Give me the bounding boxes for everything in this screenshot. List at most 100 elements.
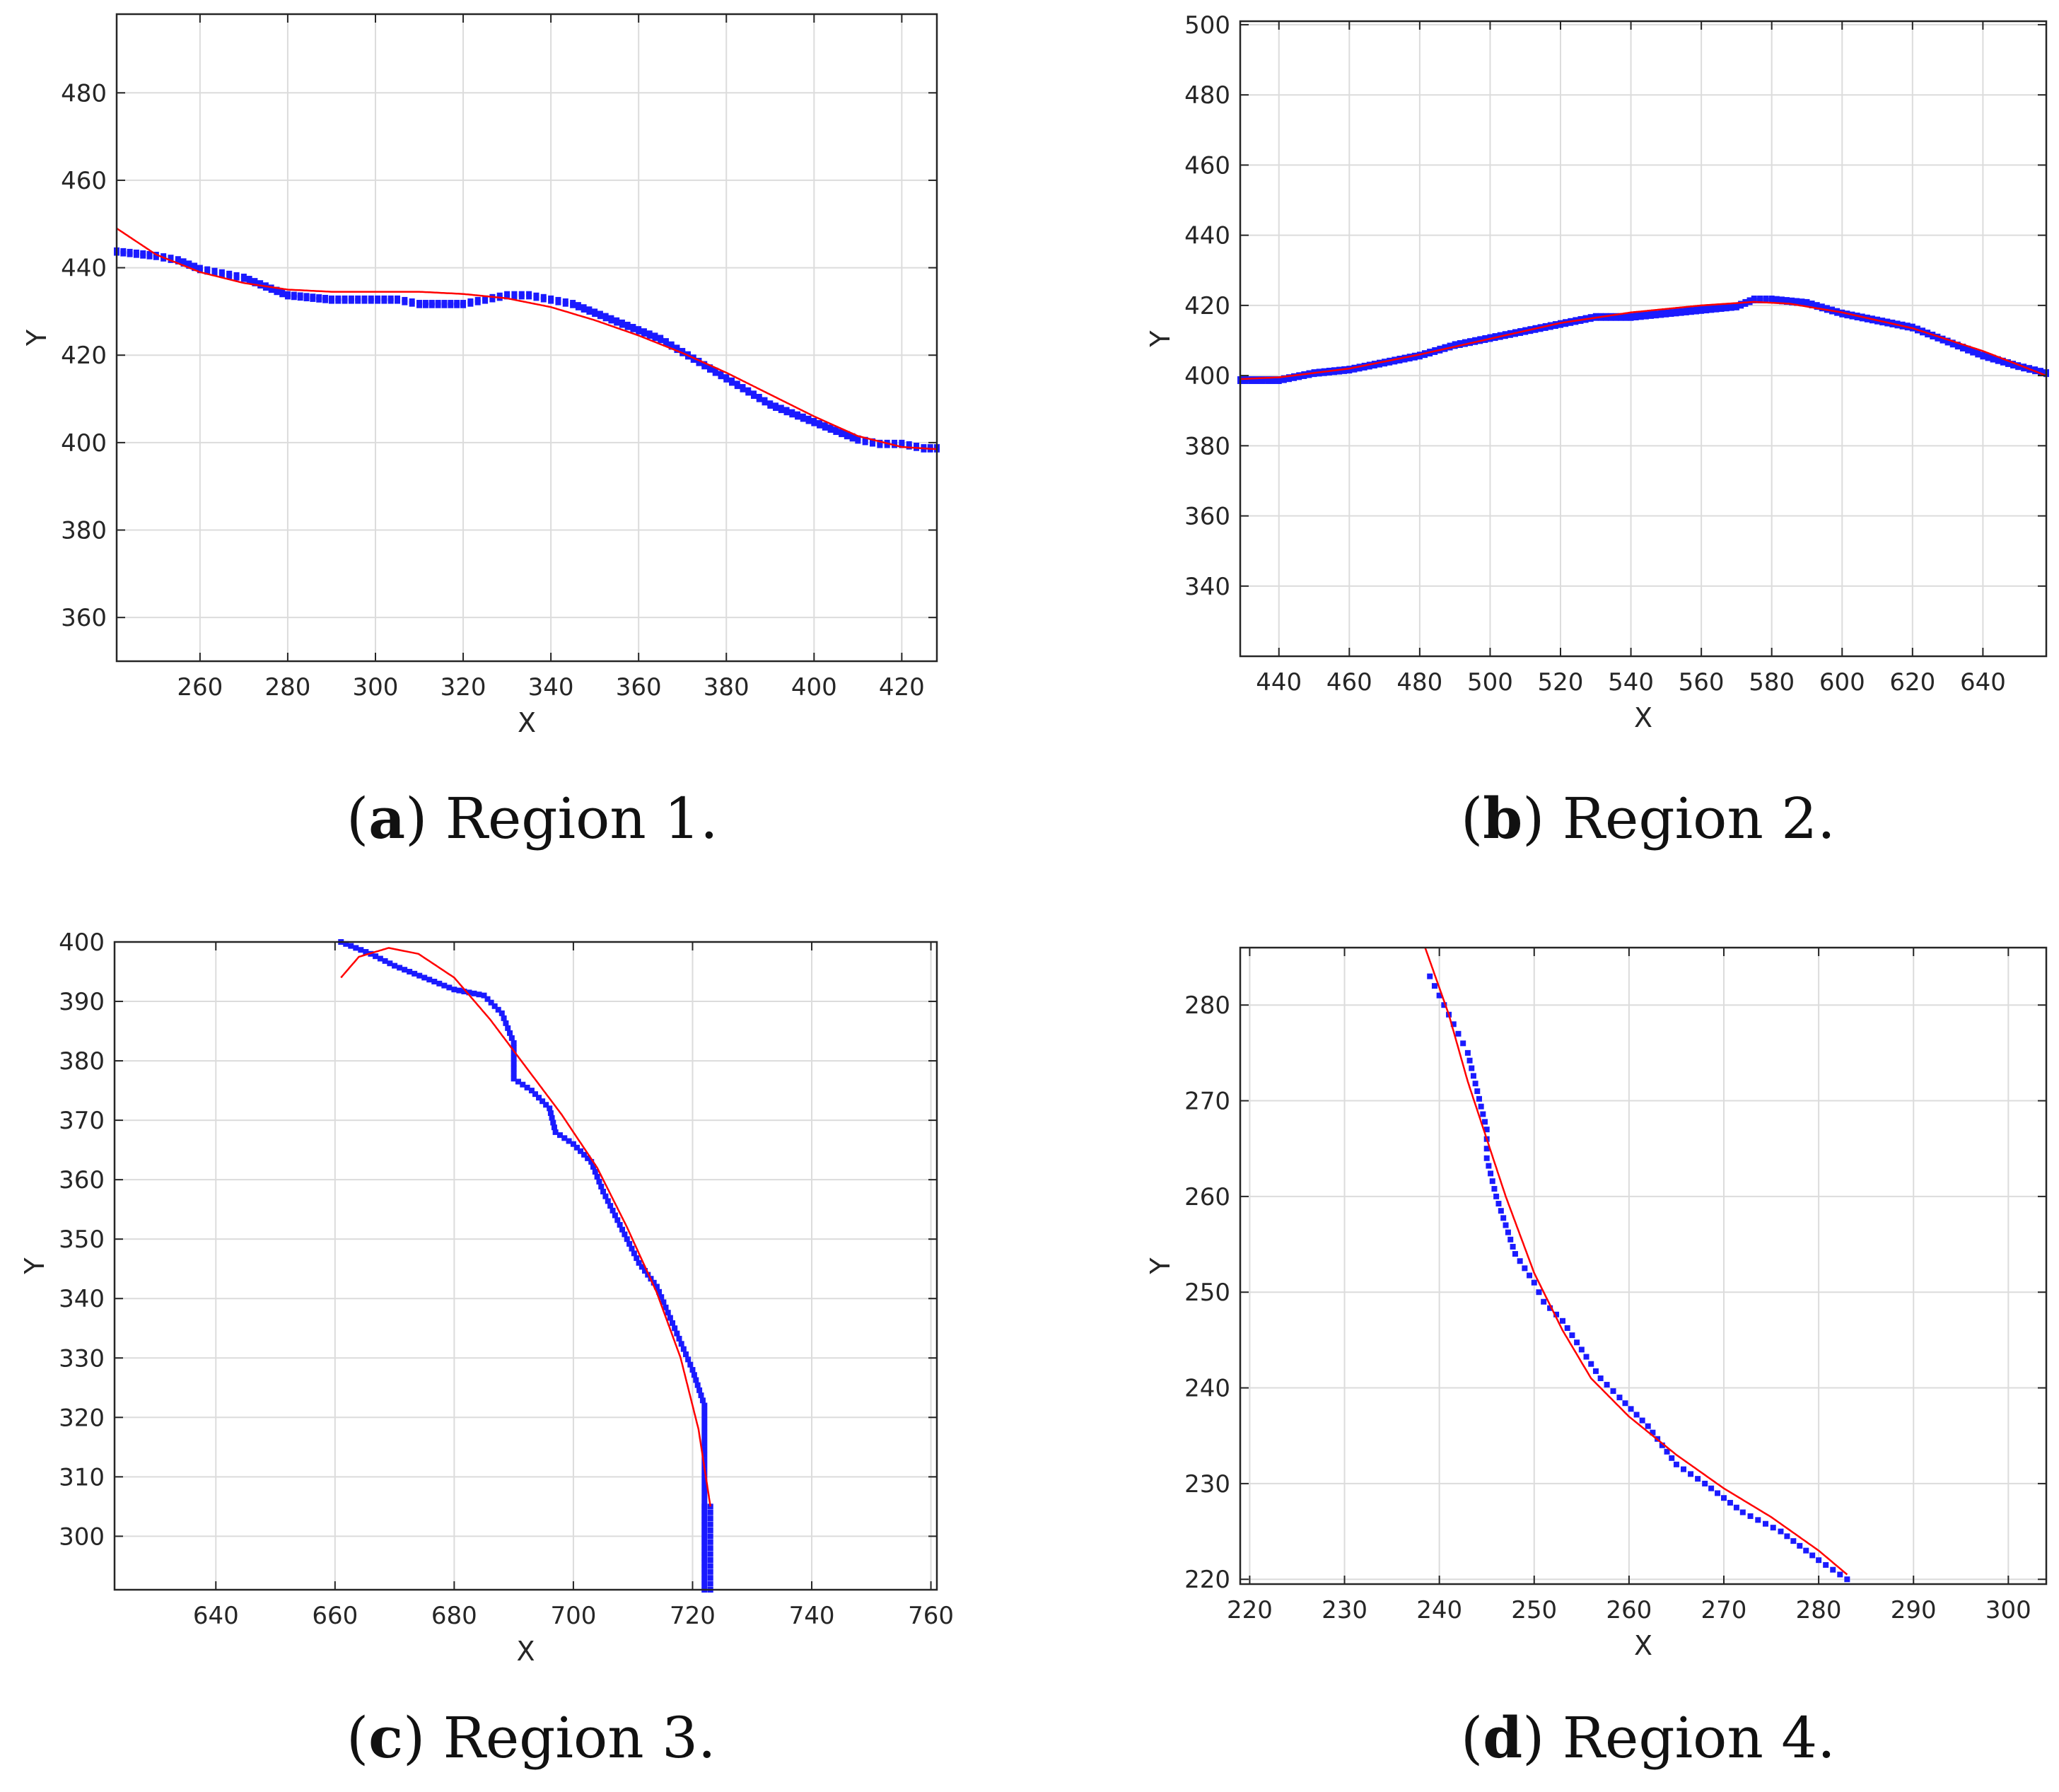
data-point [1879, 320, 1886, 326]
x-tick-label: 660 [312, 1602, 358, 1630]
data-point [1411, 354, 1418, 361]
data-point [665, 1310, 671, 1316]
data-point [701, 1458, 708, 1464]
data-point [1547, 324, 1553, 330]
data-point [1628, 1406, 1634, 1412]
data-point [590, 1163, 597, 1170]
data-point [1773, 298, 1780, 304]
data-point [653, 1284, 660, 1290]
data-point [416, 972, 423, 979]
y-tick-label: 460 [1184, 151, 1230, 180]
data-point [1578, 1346, 1585, 1353]
y-tick-label: 360 [1184, 503, 1230, 531]
data-point [1658, 312, 1664, 318]
x-axis-label-c: X [516, 1636, 535, 1667]
data-point [1673, 310, 1679, 317]
data-point [1648, 313, 1655, 319]
data-point [1718, 306, 1725, 312]
data-point [1755, 1517, 1761, 1523]
y-tick-label: 400 [59, 929, 105, 957]
data-point [1723, 306, 1730, 312]
data-point [658, 1294, 665, 1301]
data-point [1366, 363, 1372, 370]
data-point [548, 298, 554, 304]
data-point [1472, 1081, 1478, 1087]
data-point [566, 1138, 572, 1144]
x-tick-label: 320 [441, 673, 486, 702]
data-point [1695, 1476, 1701, 1482]
data-point [511, 1050, 517, 1057]
data-point [515, 1078, 521, 1085]
data-point [1633, 1412, 1640, 1418]
data-point [1436, 992, 1442, 999]
data-point [316, 296, 322, 303]
data-point [1592, 1368, 1599, 1374]
data-point [511, 1060, 517, 1066]
data-point [471, 990, 477, 996]
data-point [1491, 1186, 1498, 1192]
y-tick-label: 380 [1184, 432, 1230, 460]
data-point [1733, 1504, 1739, 1511]
data-point [698, 1392, 704, 1399]
data-point [663, 1304, 669, 1310]
data-point [1608, 315, 1614, 321]
data-point [1794, 300, 1800, 306]
data-point [734, 383, 740, 390]
data-point [358, 947, 364, 953]
data-point [395, 298, 401, 304]
data-point [855, 438, 861, 444]
data-point [689, 1367, 696, 1373]
data-point [827, 426, 834, 433]
y-tick-label: 380 [61, 517, 107, 545]
y-tick-label: 400 [61, 429, 107, 458]
x-tick-label: 300 [1985, 1596, 2031, 1624]
y-tick-label: 240 [1184, 1375, 1230, 1403]
data-point [1401, 356, 1408, 363]
data-point [1265, 378, 1271, 385]
x-tick-label: 540 [1608, 668, 1654, 697]
y-tick-label: 230 [1184, 1470, 1230, 1499]
data-point [614, 1217, 621, 1223]
data-point [1678, 310, 1684, 316]
data-point [1742, 301, 1749, 307]
data-point [756, 396, 762, 402]
data-point [550, 1119, 556, 1126]
data-point [701, 1484, 708, 1491]
data-point [597, 313, 603, 320]
chart-panel-c: 640 660 680 700 720 740 760 300 310 320 330 340 350 3… [0, 919, 1030, 1792]
data-point [1823, 1561, 1829, 1568]
data-point [833, 429, 839, 436]
data-point [446, 984, 453, 991]
data-point [1990, 356, 1996, 363]
data-point [1703, 308, 1710, 314]
data-point [1537, 326, 1544, 332]
x-tick-label: 560 [1679, 668, 1725, 697]
data-point [407, 969, 413, 975]
data-point [1949, 342, 1956, 348]
data-point [729, 380, 735, 386]
data-point [701, 1414, 708, 1420]
y-tick-label: 260 [1184, 1183, 1230, 1211]
data-point [1542, 325, 1548, 331]
data-point [701, 1581, 708, 1587]
data-point [691, 1372, 697, 1378]
data-point [598, 1183, 605, 1189]
data-point [284, 293, 291, 300]
data-point [1757, 297, 1763, 303]
data-point [701, 1490, 708, 1496]
data-point [1698, 308, 1705, 314]
data-point [1778, 298, 1785, 305]
data-point [1985, 355, 1991, 361]
y-tick-label: 440 [61, 255, 107, 283]
y-tick-label: 250 [1184, 1279, 1230, 1307]
data-point [1770, 1525, 1776, 1531]
data-point [1597, 315, 1604, 321]
data-point [2021, 366, 2027, 372]
data-point [652, 335, 658, 342]
data-point [701, 1419, 708, 1425]
data-point [1270, 378, 1276, 385]
data-point [268, 287, 274, 293]
data-point [751, 393, 757, 400]
data-point [561, 1135, 568, 1141]
data-point [1603, 315, 1609, 321]
